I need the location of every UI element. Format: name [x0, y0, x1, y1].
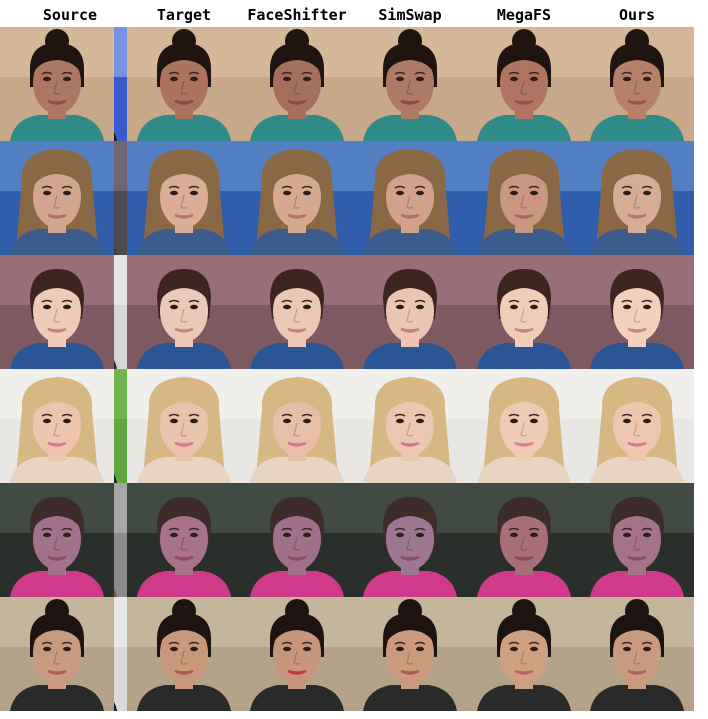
face-image-target-row-1 — [127, 27, 241, 141]
face-image-target-row-3 — [127, 255, 241, 369]
face-image-simswap-row-6 — [353, 597, 467, 711]
face-image-faceshifter-row-4 — [240, 369, 354, 483]
face-image-simswap-row-1 — [353, 27, 467, 141]
face-image-ours-row-1 — [580, 27, 694, 141]
face-image-ours-row-4 — [580, 369, 694, 483]
face-image-megafs-row-2 — [467, 141, 581, 255]
column-header-simswap: SimSwap — [378, 6, 442, 24]
face-image-simswap-row-5 — [353, 483, 467, 597]
column-header-ours: Ours — [618, 6, 656, 24]
face-image-simswap-row-4 — [353, 369, 467, 483]
face-image-target-row-5 — [127, 483, 241, 597]
face-image-ours-row-2 — [580, 141, 694, 255]
face-image-target-row-4 — [127, 369, 241, 483]
face-image-simswap-row-3 — [353, 255, 467, 369]
column-header-megafs: MegaFS — [496, 6, 552, 24]
face-image-undefined-row-2 — [0, 141, 114, 255]
face-image-megafs-row-6 — [467, 597, 581, 711]
face-image-ours-row-6 — [580, 597, 694, 711]
face-image-megafs-row-3 — [467, 255, 581, 369]
face-image-megafs-row-5 — [467, 483, 581, 597]
face-image-faceshifter-row-2 — [240, 141, 354, 255]
column-header-faceshifter: FaceShifter — [247, 6, 347, 24]
face-image-undefined-row-3 — [0, 255, 114, 369]
face-image-megafs-row-4 — [467, 369, 581, 483]
face-image-undefined-row-6 — [0, 597, 114, 711]
face-image-ours-row-5 — [580, 483, 694, 597]
face-image-ours-row-3 — [580, 255, 694, 369]
face-image-undefined-row-1 — [0, 27, 114, 141]
face-image-megafs-row-1 — [467, 27, 581, 141]
face-image-faceshifter-row-3 — [240, 255, 354, 369]
face-image-undefined-row-5 — [0, 483, 114, 597]
face-image-faceshifter-row-6 — [240, 597, 354, 711]
face-image-undefined-row-4 — [0, 369, 114, 483]
face-image-target-row-6 — [127, 597, 241, 711]
face-image-faceshifter-row-1 — [240, 27, 354, 141]
column-header-target: Target — [156, 6, 212, 24]
face-image-simswap-row-2 — [353, 141, 467, 255]
face-image-target-row-2 — [127, 141, 241, 255]
face-image-faceshifter-row-5 — [240, 483, 354, 597]
column-header-source: Source — [42, 6, 98, 24]
